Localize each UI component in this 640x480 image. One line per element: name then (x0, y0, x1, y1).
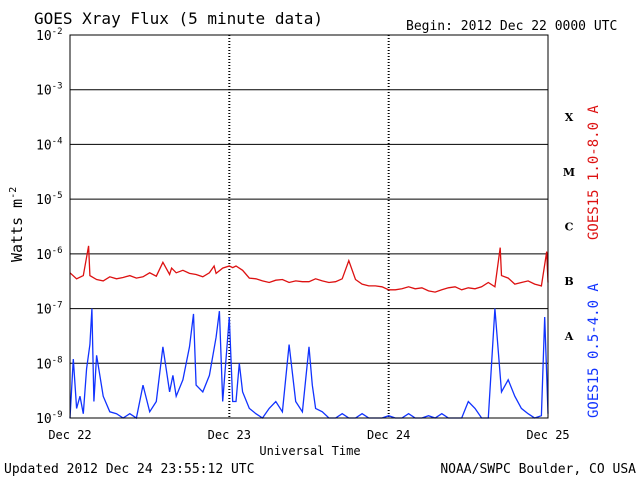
y-tick-2: 10-4 (36, 136, 63, 153)
y-axis-label: Watts m-2 (8, 187, 26, 262)
series-layer (69, 245, 549, 420)
chart-title: GOES Xray Flux (5 minute data) (34, 9, 323, 28)
x-tick-1: Dec 23 (208, 428, 251, 442)
x-tick-0: Dec 22 (48, 428, 91, 442)
plot-frame (69, 34, 549, 419)
y-tick-labels: 10-2 10-3 10-4 10-5 10-6 10-7 10-8 10-9 (36, 27, 63, 427)
legend-series-short: GOES15 0.5-4.0 A (586, 283, 602, 418)
x-tick-2: Dec 24 (367, 428, 410, 442)
data-source: NOAA/SWPC Boulder, CO USA (440, 462, 636, 477)
y-tick-5: 10-7 (36, 301, 63, 318)
updated-timestamp: Updated 2012 Dec 24 23:55:12 UTC (4, 462, 254, 477)
series-0 (69, 245, 549, 293)
series-1 (69, 308, 549, 420)
class-label-M: M (563, 166, 575, 179)
flare-class-labels: X M C B A (563, 111, 575, 343)
plot-grid (70, 34, 548, 419)
y-tick-1: 10-3 (36, 82, 63, 99)
begin-label: Begin: 2012 Dec 22 0000 UTC (406, 19, 617, 34)
legend-series-long: GOES15 1.0-8.0 A (586, 105, 602, 240)
y-tick-4: 10-6 (36, 246, 63, 263)
class-label-B: B (564, 275, 573, 288)
class-label-C: C (565, 221, 574, 234)
class-label-A: A (564, 330, 574, 343)
y-tick-3: 10-5 (36, 191, 63, 208)
x-tick-labels: Dec 22 Dec 23 Dec 24 Dec 25 (48, 428, 569, 442)
y-tick-0: 10-2 (36, 27, 63, 44)
y-tick-7: 10-9 (36, 410, 63, 427)
y-tick-6: 10-8 (36, 355, 63, 372)
class-label-X: X (565, 111, 574, 124)
x-axis-label: Universal Time (259, 444, 360, 458)
x-tick-3: Dec 25 (526, 428, 569, 442)
